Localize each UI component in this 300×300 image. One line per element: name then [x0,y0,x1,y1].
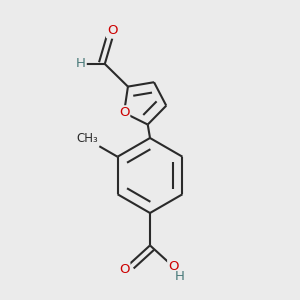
Text: O: O [119,263,130,276]
Text: CH₃: CH₃ [76,132,98,145]
Text: O: O [168,260,179,273]
Text: O: O [119,106,129,119]
Text: O: O [107,24,118,38]
Text: H: H [76,57,86,70]
Text: H: H [175,269,184,283]
